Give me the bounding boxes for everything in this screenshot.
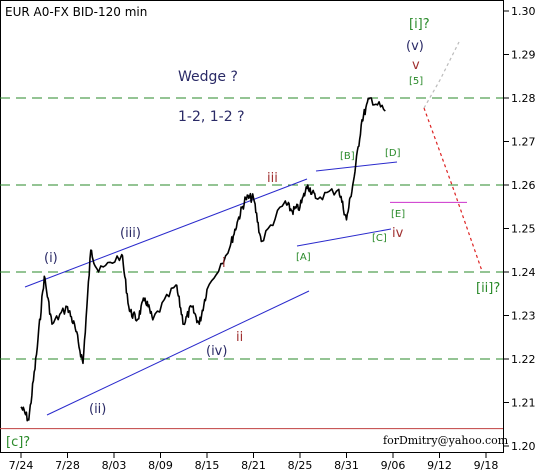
wave-ii-label: (ii) bbox=[89, 402, 106, 417]
wave-big-i-label: [i]? bbox=[409, 17, 430, 32]
y-tick-label: 1.29 bbox=[511, 49, 536, 62]
y-tick-label: 1.24 bbox=[511, 266, 536, 279]
channel-lines bbox=[24, 161, 398, 416]
x-tick-label: 9/12 bbox=[427, 459, 452, 472]
wave-5-label: [5] bbox=[409, 76, 423, 87]
waves-label: 1-2, 1-2 ? bbox=[178, 109, 245, 125]
y-tick-label: 1.26 bbox=[511, 179, 536, 192]
x-tick-label: 8/09 bbox=[148, 459, 173, 472]
x-tick-label: 9/06 bbox=[381, 459, 406, 472]
y-axis-ticks: 1.30 1.29 1.28 1.27 1.26 1.25 1.24 1.23 1.22 1.21… bbox=[504, 5, 536, 453]
wedge-lower-line bbox=[296, 228, 392, 247]
x-tick-label: 8/03 bbox=[102, 459, 127, 472]
forecast-alt-path bbox=[423, 41, 460, 109]
chart-title: EUR A0-FX BID-120 min bbox=[5, 5, 147, 19]
wave-i-label: (i) bbox=[44, 251, 58, 266]
wedge-label: Wedge ? bbox=[178, 69, 238, 85]
y-tick-label: 1.20 bbox=[511, 440, 536, 453]
wave-D-label: [D] bbox=[385, 148, 401, 159]
wave-small-i-label: i bbox=[222, 256, 226, 271]
wave-small-ii-label: ii bbox=[236, 330, 243, 345]
wave-small-iii-label: iii bbox=[267, 171, 278, 186]
y-axis-strip bbox=[504, 0, 541, 472]
price-series-line bbox=[20, 97, 386, 422]
y-tick-label: 1.22 bbox=[511, 353, 536, 366]
x-tick-label: 7/28 bbox=[55, 459, 80, 472]
y-tick-label: 1.27 bbox=[511, 136, 536, 149]
wave-E-label: [E] bbox=[391, 209, 405, 220]
wave-big-ii-label: [ii]? bbox=[476, 281, 500, 296]
wedge-upper-line bbox=[315, 161, 398, 172]
wave-iii-label: (iii) bbox=[120, 226, 141, 241]
y-tick-label: 1.23 bbox=[511, 310, 536, 323]
x-tick-label: 8/21 bbox=[241, 459, 266, 472]
y-tick-label: 1.30 bbox=[511, 5, 536, 18]
wave-v-label: (v) bbox=[406, 39, 424, 54]
forecast-paths bbox=[423, 41, 483, 272]
wave-labels: Wedge ? 1-2, 1-2 ? [c]? (i) (ii) (iii) (… bbox=[6, 17, 500, 450]
wave-c-label: [c]? bbox=[6, 435, 30, 450]
wave-B-label: [B] bbox=[340, 151, 355, 162]
y-tick-label: 1.25 bbox=[511, 223, 536, 236]
x-tick-label: 7/24 bbox=[9, 459, 34, 472]
wave-small-iv-label: iv bbox=[392, 226, 404, 241]
x-tick-label: 8/31 bbox=[334, 459, 359, 472]
y-tick-label: 1.21 bbox=[511, 397, 536, 410]
x-axis-ticks: 7/24 7/28 8/03 8/09 8/15 8/21 8/25 8/31 9/06 9/12… bbox=[9, 453, 499, 472]
y-tick-label: 1.28 bbox=[511, 92, 536, 105]
x-tick-label: 8/25 bbox=[288, 459, 313, 472]
wave-small-v-label: v bbox=[412, 58, 420, 73]
plot-area bbox=[0, 0, 504, 453]
x-tick-label: 8/15 bbox=[195, 459, 220, 472]
x-tick-label: 9/18 bbox=[474, 459, 499, 472]
watermark: forDmitry@yahoo.com bbox=[383, 434, 509, 447]
channel-upper-line bbox=[24, 178, 308, 288]
channel-lower-line bbox=[46, 290, 310, 416]
wave-A-label: [A] bbox=[296, 252, 311, 263]
wave-iv-label: (iv) bbox=[206, 344, 227, 359]
wave-C-label: [C] bbox=[372, 233, 387, 244]
